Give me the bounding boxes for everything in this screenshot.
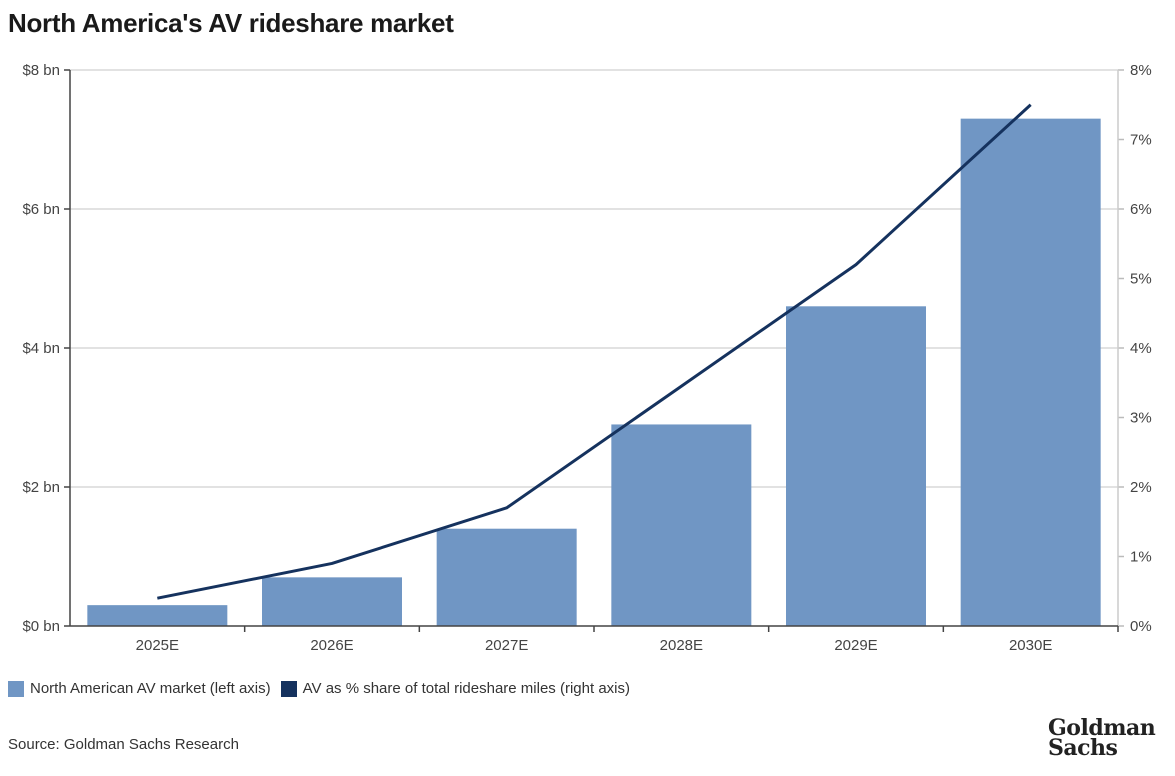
left-tick-label: $2 bn	[22, 479, 60, 496]
legend-label-line: AV as % share of total rideshare miles (…	[302, 680, 630, 697]
x-tick-label: 2026E	[310, 637, 353, 654]
left-tick-label: $0 bn	[22, 618, 60, 635]
goldman-sachs-logo: Goldman Sachs	[1048, 715, 1156, 761]
source-note: Source: Goldman Sachs Research	[8, 736, 239, 753]
x-tick-label: 2028E	[660, 637, 703, 654]
right-tick-label: 7%	[1130, 132, 1152, 149]
bar-2029E	[786, 306, 926, 626]
legend-swatch-line	[280, 680, 297, 697]
bar-2030E	[960, 118, 1101, 627]
right-tick-label: 5%	[1130, 271, 1152, 288]
x-tick-label: 2027E	[485, 637, 528, 654]
left-tick-label: $6 bn	[22, 201, 60, 218]
bar-2026E	[262, 577, 402, 626]
bar-2027E	[436, 528, 577, 626]
right-tick-label: 2%	[1130, 479, 1152, 496]
bar-2025E	[87, 605, 228, 626]
x-tick-label: 2025E	[136, 637, 179, 654]
legend-label-bar: North American AV market (left axis)	[30, 680, 271, 697]
right-tick-label: 3%	[1130, 410, 1152, 427]
left-tick-label: $4 bn	[22, 340, 60, 357]
legend: North American AV market (left axis) AV …	[8, 680, 630, 697]
legend-swatch-bar	[8, 680, 24, 697]
right-tick-label: 4%	[1130, 340, 1152, 357]
left-tick-label: $8 bn	[22, 62, 60, 79]
logo-line-1: Goldman	[1048, 715, 1156, 741]
right-tick-label: 1%	[1130, 549, 1152, 566]
bar-2028E	[611, 424, 752, 626]
x-tick-label: 2030E	[1009, 637, 1052, 654]
x-tick-label: 2029E	[834, 637, 877, 654]
right-tick-label: 6%	[1130, 201, 1152, 218]
right-tick-label: 0%	[1130, 618, 1152, 635]
share-line	[157, 103, 1032, 600]
chart-title: North America's AV rideshare market	[8, 8, 454, 38]
right-tick-label: 8%	[1130, 62, 1152, 79]
logo-line-2: Sachs	[1048, 735, 1118, 761]
chart-area: $0 bn $2 bn $4 bn $6 bn $8 bn 0% 1% 2% 3% 4% 5% 6% 7…	[22, 62, 1152, 654]
